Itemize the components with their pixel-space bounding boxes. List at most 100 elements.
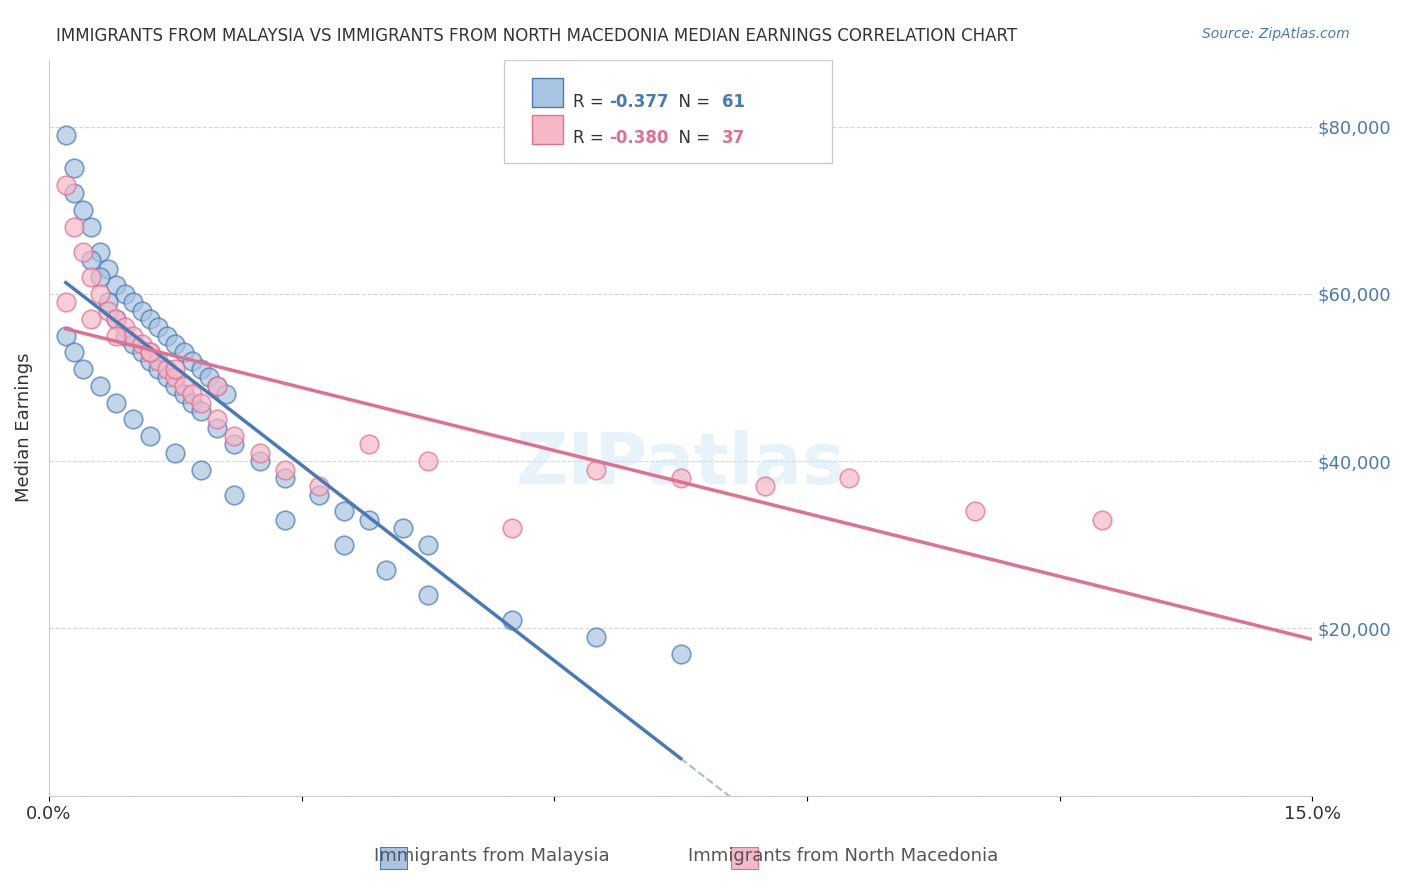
Point — [357, 437, 380, 451]
Point — [501, 613, 523, 627]
Point — [55, 178, 77, 192]
Point — [122, 328, 145, 343]
Point — [165, 362, 187, 376]
Point — [190, 462, 212, 476]
Point — [181, 353, 204, 368]
Point — [333, 504, 356, 518]
Point — [55, 328, 77, 343]
Point — [224, 487, 246, 501]
Point — [165, 446, 187, 460]
Point — [105, 278, 128, 293]
Point — [416, 588, 439, 602]
Point — [156, 362, 179, 376]
Point — [105, 395, 128, 409]
Point — [63, 219, 86, 234]
Text: Immigrants from Malaysia: Immigrants from Malaysia — [374, 847, 610, 865]
Point — [131, 303, 153, 318]
Point — [139, 353, 162, 368]
Point — [55, 295, 77, 310]
Point — [105, 312, 128, 326]
Text: 37: 37 — [723, 129, 745, 147]
Point — [190, 395, 212, 409]
Point — [63, 186, 86, 201]
Point — [114, 286, 136, 301]
Point — [97, 261, 120, 276]
Point — [308, 479, 330, 493]
Point — [131, 337, 153, 351]
Point — [585, 630, 607, 644]
Point — [139, 345, 162, 359]
Point — [207, 379, 229, 393]
Point — [173, 345, 195, 359]
Point — [207, 420, 229, 434]
Point — [63, 345, 86, 359]
Point — [181, 395, 204, 409]
Y-axis label: Median Earnings: Median Earnings — [15, 353, 32, 502]
Point — [198, 370, 221, 384]
Point — [80, 219, 103, 234]
Point — [249, 454, 271, 468]
Point — [754, 479, 776, 493]
Point — [80, 270, 103, 285]
Point — [114, 328, 136, 343]
Point — [965, 504, 987, 518]
Point — [105, 312, 128, 326]
Point — [165, 337, 187, 351]
Point — [122, 295, 145, 310]
Point — [669, 471, 692, 485]
Text: ZIPatlas: ZIPatlas — [516, 430, 846, 499]
Point — [122, 412, 145, 426]
Point — [249, 446, 271, 460]
Point — [333, 538, 356, 552]
Point — [308, 487, 330, 501]
Point — [89, 245, 111, 260]
Point — [72, 362, 94, 376]
Point — [97, 303, 120, 318]
Point — [274, 513, 297, 527]
Point — [89, 286, 111, 301]
FancyBboxPatch shape — [531, 78, 564, 107]
Point — [1091, 513, 1114, 527]
Text: Source: ZipAtlas.com: Source: ZipAtlas.com — [1202, 27, 1350, 41]
Text: N =: N = — [668, 93, 716, 111]
Point — [55, 128, 77, 142]
Point — [224, 429, 246, 443]
Point — [207, 412, 229, 426]
Point — [181, 387, 204, 401]
Point — [669, 647, 692, 661]
Point — [156, 328, 179, 343]
Point — [105, 328, 128, 343]
Point — [72, 203, 94, 218]
FancyBboxPatch shape — [531, 115, 564, 145]
Point — [122, 337, 145, 351]
Point — [165, 379, 187, 393]
Point — [173, 379, 195, 393]
Point — [207, 379, 229, 393]
Point — [139, 345, 162, 359]
Point — [190, 404, 212, 418]
Text: R =: R = — [574, 93, 609, 111]
Point — [374, 563, 396, 577]
Point — [838, 471, 860, 485]
Point — [80, 253, 103, 268]
Point — [80, 312, 103, 326]
Point — [173, 387, 195, 401]
Text: 61: 61 — [723, 93, 745, 111]
Point — [114, 320, 136, 334]
Text: -0.377: -0.377 — [609, 93, 668, 111]
Point — [97, 295, 120, 310]
Point — [156, 370, 179, 384]
Point — [139, 429, 162, 443]
Point — [224, 437, 246, 451]
Point — [585, 462, 607, 476]
Point — [139, 312, 162, 326]
FancyBboxPatch shape — [503, 60, 832, 162]
Text: -0.380: -0.380 — [609, 129, 668, 147]
Point — [63, 161, 86, 176]
Point — [391, 521, 413, 535]
Point — [165, 370, 187, 384]
Point — [501, 521, 523, 535]
Point — [131, 345, 153, 359]
Point — [89, 379, 111, 393]
Point — [89, 270, 111, 285]
